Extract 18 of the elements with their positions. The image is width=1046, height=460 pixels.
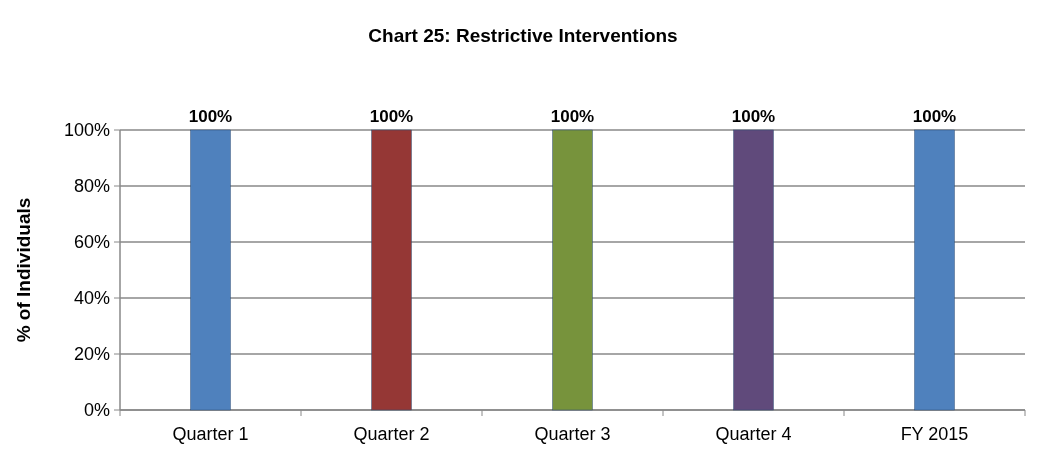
y-tick-label: 60% (73, 232, 110, 253)
y-tick-label: 0% (83, 400, 110, 421)
y-tick-label: 100% (63, 120, 110, 141)
x-tick-label: Quarter 2 (353, 424, 430, 444)
y-tick-label: 80% (73, 176, 110, 197)
data-label: 100% (550, 107, 595, 126)
x-tick-label: Quarter 3 (534, 424, 611, 444)
data-label: 100% (369, 107, 414, 126)
x-tick-label: Quarter 4 (715, 424, 792, 444)
y-tick-label: 20% (73, 344, 110, 365)
y-axis-title: % of Individuals (13, 197, 34, 343)
data-label: 100% (188, 107, 233, 126)
x-tick-label: Quarter 1 (172, 424, 249, 444)
chart-title: Chart 25: Restrictive Interventions (368, 25, 678, 46)
y-tick-label: 40% (73, 288, 110, 309)
x-tick-label: FY 2015 (900, 424, 969, 444)
data-label: 100% (912, 107, 957, 126)
data-label: 100% (731, 107, 776, 126)
